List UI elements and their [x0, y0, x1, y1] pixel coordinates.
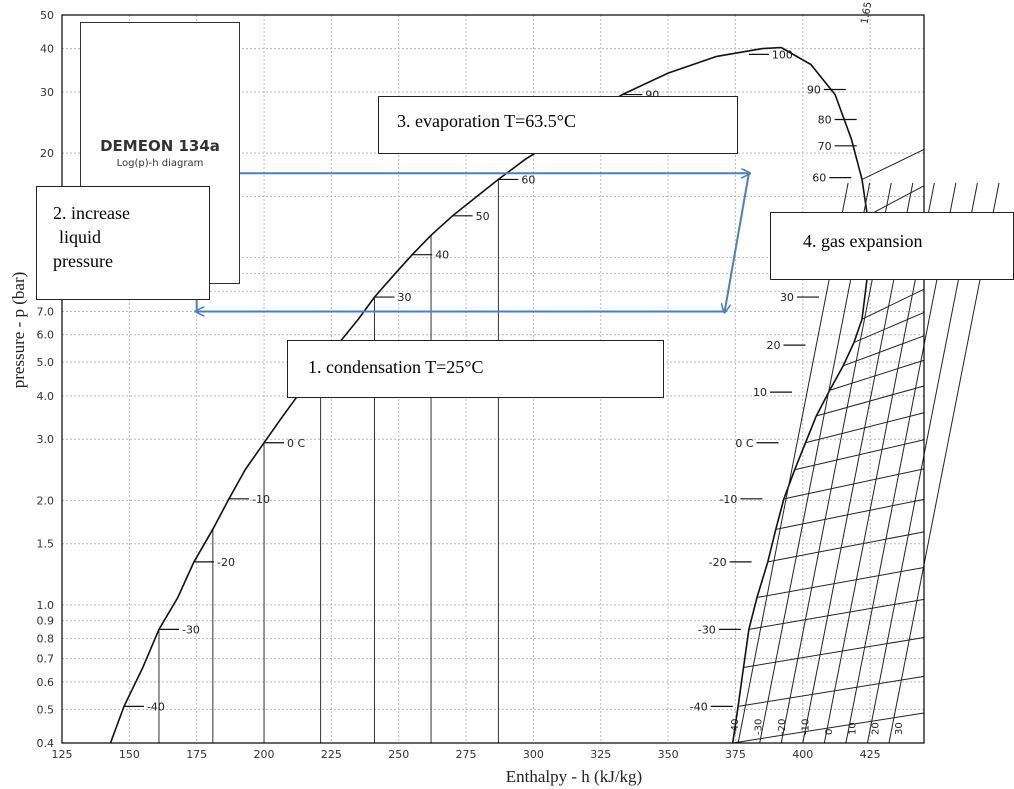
annotation-increase-line3: pressure: [53, 251, 113, 271]
chart-subtitle: Log(p)-h diagram: [116, 158, 204, 169]
y-tick-label: 0.4: [37, 737, 55, 750]
liquid-isotherm-label: -30: [182, 623, 200, 636]
x-tick-label: 400: [792, 748, 813, 761]
vapor-isotherm-label: 80: [818, 114, 832, 127]
liquid-isotherm-label: 40: [435, 249, 449, 262]
x-tick-label: 275: [456, 748, 477, 761]
liquid-isotherm-label: 0 C: [287, 437, 305, 450]
superheated-isotherm: [775, 498, 925, 530]
y-tick-label: 40: [40, 43, 54, 56]
superheated-isotherm: [861, 148, 925, 180]
liquid-isotherm-label: 60: [521, 173, 535, 186]
isentrope-label: -30: [754, 719, 765, 735]
superheated-isotherm: [867, 185, 925, 217]
y-tick-labels: 0.4 0.5 0.6 0.7 0.8 0.9 1.0 1.5 2.0 3.0 4.0 5.0 6.0 7…: [37, 9, 55, 750]
x-tick-label: 375: [725, 748, 746, 761]
vapor-isotherm-label: 30: [780, 291, 794, 304]
liquid-isotherm-label: -40: [147, 700, 165, 713]
isentrope-label: -40: [730, 719, 741, 735]
y-tick-label: 7.0: [37, 305, 55, 318]
isentrope-label: 30: [894, 722, 905, 735]
y-tick-label: 6.0: [37, 329, 55, 342]
superheated-isotherm: [738, 675, 925, 707]
x-tick-label: 175: [186, 748, 207, 761]
liquid-isotherm-label: -20: [217, 556, 235, 569]
plot-frame: [61, 14, 925, 744]
vapor-isotherm-label: -30: [698, 623, 716, 636]
x-tick-label: 125: [52, 748, 73, 761]
isentrope-label: -10: [800, 719, 811, 735]
isentrope-label: 0: [824, 729, 835, 735]
refrigeration-cycle: [197, 173, 749, 311]
x-tick-label: 425: [860, 748, 881, 761]
cycle-step-arrow: [725, 173, 750, 311]
liquid-isotherm-label: 50: [476, 210, 490, 223]
isentrope-label: 20: [871, 722, 882, 735]
y-tick-label: 1.0: [37, 599, 55, 612]
annotation-increase-line2: liquid: [59, 227, 102, 247]
y-tick-label: 20: [40, 147, 54, 160]
vapor-isotherm-label: -20: [709, 556, 727, 569]
isentrope-label: 10: [847, 722, 858, 735]
y-tick-label: 1.5: [37, 538, 55, 551]
annotation-increase-line1: 2. increase: [53, 203, 130, 223]
x-tick-label: 250: [388, 748, 409, 761]
vapor-isotherm-label: -10: [719, 493, 737, 506]
superheated-isotherm: [732, 712, 925, 744]
y-tick-label: 0.7: [37, 653, 55, 666]
vapor-isotherm-label: 70: [818, 140, 832, 153]
superheated-isotherm: [861, 288, 925, 320]
superheated-isotherm: [767, 531, 925, 563]
x-tick-label: 300: [523, 748, 544, 761]
y-tick-label: 50: [40, 9, 54, 22]
vapor-isotherm-label: 90: [807, 84, 821, 97]
liquid-isotherm-label: 100: [772, 48, 793, 61]
annotation-gas-text: 4. gas expansion: [803, 231, 923, 251]
annotation-increase-pressure: 2. increase liquid pressure: [36, 186, 210, 300]
x-tick-label: 225: [321, 748, 342, 761]
y-tick-label: 0.5: [37, 703, 55, 716]
x-tick-label: 150: [119, 748, 140, 761]
annotation-condensation-text: 1. condensation T=25°C: [308, 357, 484, 377]
isentrope-corner-label: 1.65: [860, 1, 875, 25]
vapor-isotherm-label: -40: [690, 700, 708, 713]
vapor-isotherm-label: 60: [812, 172, 826, 185]
superheated-isotherm: [829, 359, 925, 391]
y-axis-label: pressure - p (bar): [9, 272, 28, 389]
y-tick-label: 30: [40, 86, 54, 99]
liquid-isotherm-label: 30: [397, 291, 411, 304]
vapor-isotherm-label: 0 C: [735, 437, 753, 450]
annotation-evaporation: 3. evaporation T=63.5°C: [378, 96, 738, 154]
x-tick-label: 200: [254, 748, 275, 761]
annotation-evaporation-text: 3. evaporation T=63.5°C: [397, 111, 576, 131]
y-tick-label: 0.9: [37, 615, 55, 628]
isentrope-label: -20: [777, 719, 788, 735]
y-tick-label: 2.0: [37, 494, 55, 507]
superheated-isotherm: [853, 311, 925, 343]
superheated-isotherm: [756, 566, 925, 598]
annotation-condensation: 1. condensation T=25°C: [287, 340, 664, 398]
y-tick-label: 0.6: [37, 676, 55, 689]
chart-title: DEMEON 134a: [100, 137, 220, 155]
y-tick-label: 0.8: [37, 632, 55, 645]
liquid-isotherm-label: -10: [252, 493, 270, 506]
superheated-isotherm: [743, 637, 925, 668]
x-tick-label: 325: [590, 748, 611, 761]
y-tick-label: 4.0: [37, 390, 55, 403]
x-tick-label: 350: [658, 748, 679, 761]
vapor-isotherm-label: 20: [766, 339, 780, 352]
annotation-gas-expansion: 4. gas expansion: [770, 212, 1014, 280]
saturated-vapor-curve: [731, 46, 869, 744]
y-tick-label: 5.0: [37, 356, 55, 369]
y-tick-label: 3.0: [37, 433, 55, 446]
x-tick-labels: 125 150 175 200 225 250 275 300 325 350 375 400 425: [52, 748, 881, 761]
superheated-isotherm: [748, 598, 925, 630]
vapor-isotherm-label: 10: [753, 386, 767, 399]
x-axis-label: Enthalpy - h (kJ/kg): [506, 767, 642, 786]
